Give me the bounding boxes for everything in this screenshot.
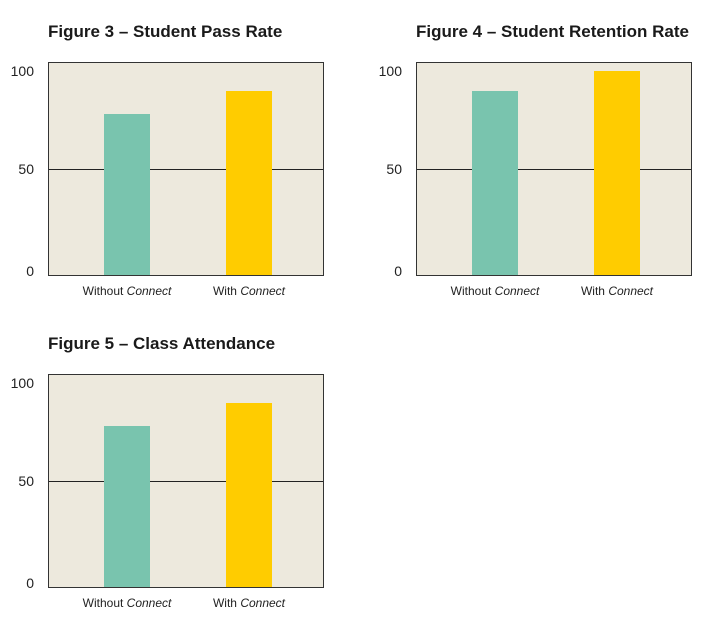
plot-area — [416, 62, 692, 276]
y-tick-label: 50 — [386, 161, 402, 177]
x-tick-label: With Connect — [213, 284, 285, 298]
plot-area — [48, 374, 324, 588]
chart-title: Figure 3 – Student Pass Rate — [48, 22, 283, 41]
chart-student-retention-rate: Figure 4 – Student Retention Rate 0 50 100… — [370, 0, 709, 300]
x-tick-label-text: Without — [82, 284, 127, 298]
x-tick-label-text: With — [212, 284, 241, 298]
y-tick-label: 0 — [26, 575, 34, 591]
x-tick-label-emphasis: Connect — [494, 284, 540, 298]
plot-area — [48, 62, 324, 276]
x-tick-label: With Connect — [581, 284, 653, 298]
chart-class-attendance: Figure 5 – Class Attendance 0 50 100 Withou… — [2, 312, 342, 612]
x-tick-label: Without Connect — [83, 596, 172, 610]
y-tick-label: 0 — [26, 263, 34, 279]
chart-title: Figure 5 – Class Attendance — [48, 334, 276, 353]
x-tick-label-emphasis: Connect — [126, 284, 172, 298]
y-tick-label: 50 — [18, 161, 34, 177]
gridline — [417, 169, 691, 170]
y-tick-label: 100 — [378, 63, 402, 79]
x-tick-label-emphasis: Connect — [240, 596, 286, 610]
x-tick-label: With Connect — [213, 596, 285, 610]
chart-student-pass-rate: Figure 3 – Student Pass Rate 0 50 100 Witho… — [2, 0, 342, 300]
x-tick-label: Without Connect — [451, 284, 540, 298]
bar-without-connect — [472, 90, 518, 275]
gridline — [49, 481, 323, 482]
y-tick-label: 100 — [10, 63, 34, 79]
x-tick-label-text: With — [212, 596, 241, 610]
y-tick-label: 50 — [18, 473, 34, 489]
x-tick-label-emphasis: Connect — [608, 284, 654, 298]
bar-with-connect — [594, 71, 640, 275]
bar-without-connect — [104, 113, 150, 275]
x-tick-label-emphasis: Connect — [126, 596, 172, 610]
x-tick-label-text: Without — [82, 596, 127, 610]
chart-title: Figure 4 – Student Retention Rate — [416, 22, 689, 41]
x-tick-label: Without Connect — [83, 284, 172, 298]
bar-with-connect — [226, 90, 272, 275]
bar-without-connect — [104, 425, 150, 587]
x-tick-label-text: Without — [450, 284, 495, 298]
y-tick-label: 0 — [394, 263, 402, 279]
bar-with-connect — [226, 402, 272, 587]
gridline — [49, 169, 323, 170]
y-tick-label: 100 — [10, 375, 34, 391]
x-tick-label-emphasis: Connect — [240, 284, 286, 298]
x-tick-label-text: With — [580, 284, 609, 298]
